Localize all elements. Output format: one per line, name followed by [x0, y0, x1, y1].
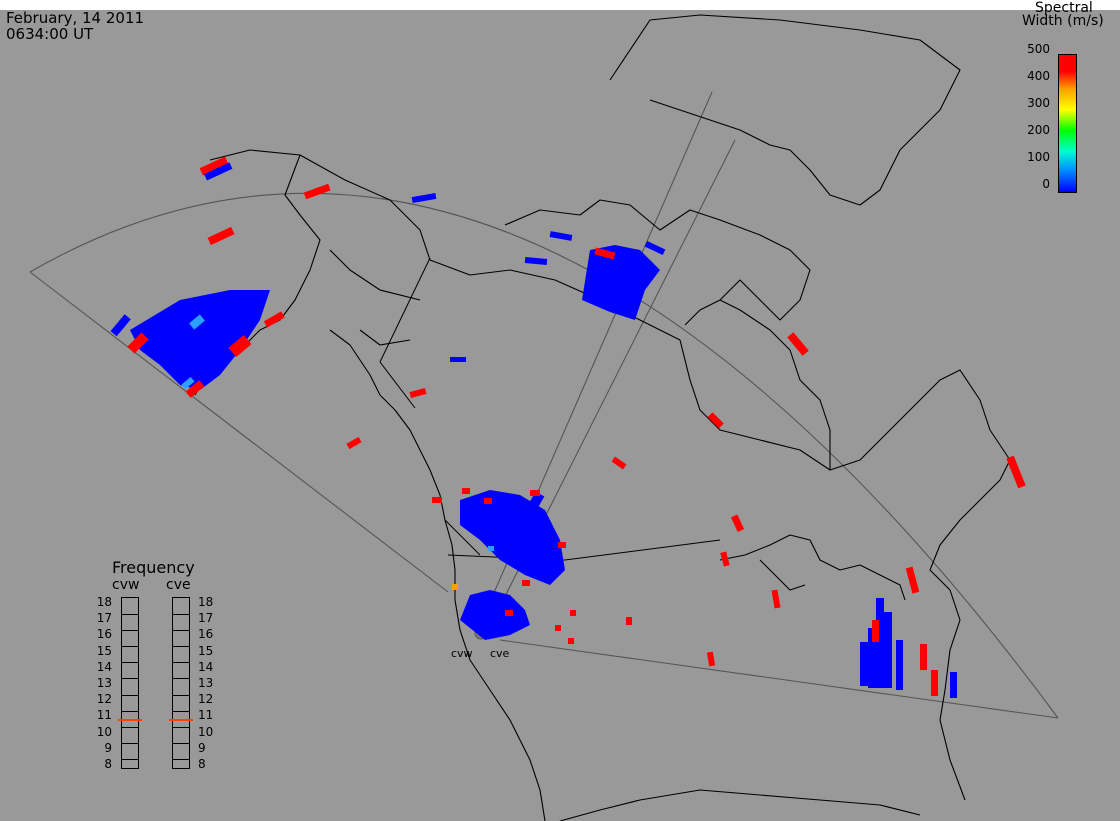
frequency-grid-line: [122, 694, 138, 696]
frequency-grid-line: [122, 646, 138, 648]
scatter-blue-alaska-top: [204, 162, 466, 362]
frequency-grid-line: [122, 678, 138, 680]
scatter-cluster-arctic: [524, 231, 666, 320]
canada-us-border: [444, 519, 721, 561]
scatter-cluster-eastcoast: [860, 598, 957, 698]
pacific-coast: [329, 329, 546, 821]
header-date: February, 14 2011: [6, 9, 145, 27]
frequency-grid-line: [173, 743, 189, 745]
frequency-grid-line: [173, 662, 189, 664]
great-lakes: [719, 534, 906, 601]
frequency-scale-label: 18: [96, 595, 112, 609]
scatter-cluster-prairies: [460, 490, 565, 640]
coastlines: [194, 14, 1011, 821]
header-time: 0634:00 UT: [6, 25, 94, 43]
colorbar-tick-label: 0: [1042, 177, 1050, 191]
frequency-grid-line: [173, 629, 189, 631]
radar-sites: cvw cve: [451, 626, 510, 660]
fov-west-edge: [29, 271, 449, 593]
frequency-scale-label: 12: [96, 692, 112, 707]
colorbar: Spectral Width (m/s) 500 400 300 200 100 0: [1010, 0, 1120, 200]
backscatter-data: [110, 156, 1026, 698]
frequency-scale-label: 10: [96, 724, 112, 739]
frequency-marker-cve: [169, 718, 193, 721]
station-label-cve: cve: [490, 647, 510, 660]
frequency-grid-line: [173, 759, 189, 761]
frequency-grid-line: [173, 613, 189, 615]
frequency-scale-label: 11: [96, 708, 112, 723]
frequency-grid-line: [173, 678, 189, 680]
gulf-coast: [559, 789, 921, 821]
frequency-column-cve: [169, 597, 193, 769]
frequency-grid-line: [122, 613, 138, 615]
frequency-scale-label: 13: [96, 675, 112, 690]
scatter-red-east: [346, 332, 1026, 667]
scatter-orange-cell: [452, 584, 458, 590]
frequency-scale-label: 14: [96, 659, 112, 674]
frequency-grid-line: [122, 759, 138, 761]
frequency-scale-label: 15: [96, 643, 112, 658]
frequency-scale-label: 16: [198, 627, 214, 642]
colorbar-title-line2: Width (m/s): [1022, 13, 1104, 29]
fov-east-edge: [499, 639, 1059, 719]
frequency-radar-cve-label: cve: [166, 577, 191, 593]
scatter-red-alaska: [127, 156, 331, 398]
fov-far-arc: [29, 192, 1059, 719]
frequency-grid-line: [173, 694, 189, 696]
colorbar-tick-label: 200: [1027, 123, 1050, 137]
frequency-radar-cvw-label: cvw: [112, 577, 140, 593]
frequency-scale-label: 8: [104, 756, 112, 771]
radar-map: cvw cve: [0, 10, 1120, 821]
colorbar-tick-label: 500: [1027, 42, 1050, 56]
arctic-coast: [359, 259, 681, 346]
colorbar-title-line1: Spectral: [1035, 0, 1093, 16]
frequency-panel: Frequency cvw cve 18 18 17 17 16 16 15 15 14 14 13…: [88, 558, 228, 788]
frequency-scale-label: 11: [198, 708, 214, 723]
arctic-islands: [504, 199, 811, 321]
alaska-canada-border: [379, 257, 431, 409]
colorbar-gradient: [1058, 54, 1077, 193]
frequency-column-cvw: [118, 597, 142, 769]
scatter-red-prairies: [432, 488, 632, 644]
labrador-coast: [829, 369, 1011, 801]
scatter-highwidth-alaska: [181, 314, 205, 390]
greenland: [609, 14, 961, 206]
frequency-scale-label: 17: [198, 611, 214, 626]
frequency-scale-label: 10: [198, 724, 214, 739]
frequency-scale-label: 14: [198, 659, 214, 674]
frequency-grid-line: [173, 727, 189, 729]
frequency-scale-label: 18: [198, 595, 214, 609]
colorbar-tick-label: 300: [1027, 96, 1050, 110]
frequency-scale-label: 12: [198, 692, 214, 707]
frequency-scale-label: 16: [96, 627, 112, 642]
scatter-cluster-alaska: [110, 290, 270, 390]
frequency-grid-line: [122, 710, 138, 712]
frequency-scale-label: 15: [198, 643, 214, 658]
frequency-scale-label: 9: [198, 740, 206, 755]
frequency-scale-label: 8: [198, 756, 206, 771]
frequency-grid-line: [122, 727, 138, 729]
frequency-grid-line: [173, 646, 189, 648]
frequency-scale-label: 9: [104, 740, 112, 755]
header: February, 14 2011 0634:00 UT: [6, 10, 144, 42]
station-label-cvw: cvw: [451, 647, 473, 660]
frequency-grid-line: [173, 710, 189, 712]
scatter-cyan-cell: [488, 546, 494, 551]
frequency-title: Frequency: [112, 558, 195, 577]
colorbar-tick-label: 400: [1027, 69, 1050, 83]
borders: [379, 257, 721, 561]
frequency-grid-line: [122, 629, 138, 631]
hudson-bay: [679, 299, 831, 471]
frequency-grid-line: [122, 743, 138, 745]
colorbar-tick-label: 100: [1027, 150, 1050, 164]
frequency-marker-cvw: [118, 718, 142, 721]
frequency-scale-label: 13: [198, 675, 214, 690]
frequency-grid-line: [122, 662, 138, 664]
frequency-scale-label: 17: [96, 611, 112, 626]
